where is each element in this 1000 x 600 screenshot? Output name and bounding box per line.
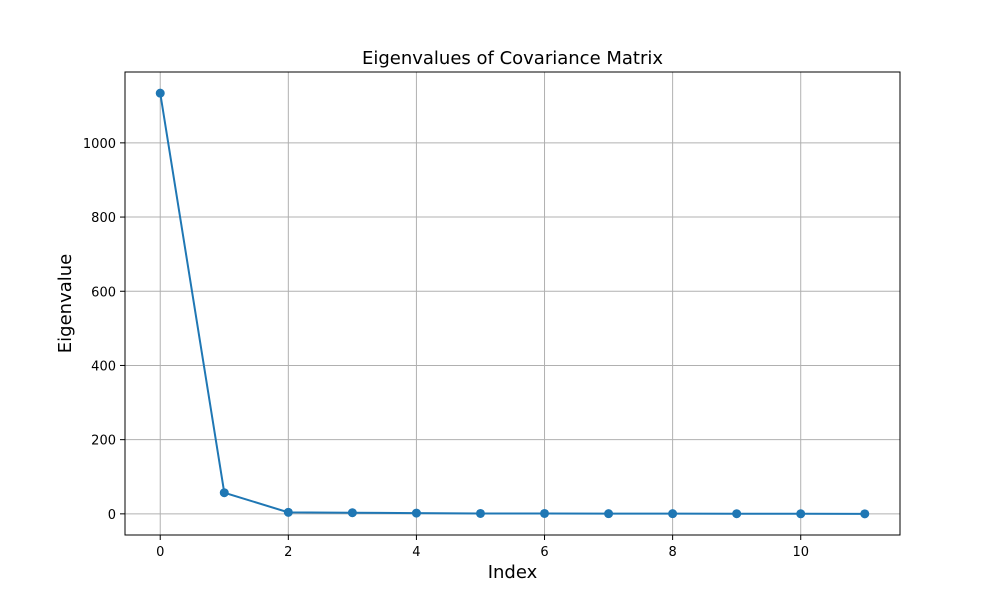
data-point — [283, 507, 293, 517]
data-point — [219, 488, 229, 498]
x-tick-label: 4 — [412, 545, 420, 560]
data-point — [668, 509, 678, 519]
data-point — [732, 509, 742, 519]
y-tick-label: 1000 — [83, 137, 116, 152]
data-point — [604, 509, 614, 519]
y-tick-label: 200 — [91, 434, 116, 449]
chart-title: Eigenvalues of Covariance Matrix — [362, 48, 663, 69]
plot-frame — [124, 71, 901, 536]
data-point — [860, 509, 870, 519]
x-tick-label: 0 — [156, 545, 164, 560]
grid — [125, 72, 900, 535]
x-tick-label: 8 — [668, 545, 676, 560]
x-tick-label: 10 — [792, 545, 809, 560]
x-axis-label: Index — [488, 562, 538, 583]
series-line-path — [159, 92, 865, 515]
data-point — [540, 508, 550, 518]
y-tick-label: 600 — [91, 285, 116, 300]
data-point — [411, 508, 421, 518]
data-point — [155, 88, 165, 98]
series-line — [155, 88, 870, 519]
data-point — [796, 509, 806, 519]
axis-ticks: 0 2 4 6 8 10 0 200 400 600 800 1000 — [83, 137, 809, 560]
y-tick-label: 800 — [91, 211, 116, 226]
y-axis-label: Eigenvalue — [55, 254, 76, 353]
y-tick-label: 400 — [91, 359, 116, 374]
x-tick-label: 2 — [284, 545, 292, 560]
y-tick-label: 0 — [108, 508, 116, 523]
data-point — [475, 508, 485, 518]
data-point — [347, 508, 357, 518]
x-tick-label: 6 — [540, 545, 548, 560]
